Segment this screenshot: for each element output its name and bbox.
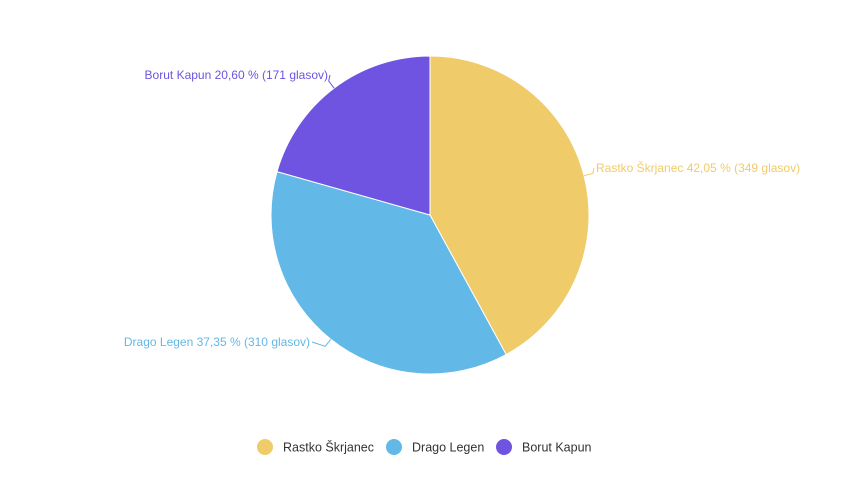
legend-item[interactable]: Rastko Škrjanec — [257, 439, 374, 455]
label-connectors — [311, 74, 595, 347]
legend-item[interactable]: Borut Kapun — [496, 439, 592, 455]
legend-marker — [496, 439, 512, 455]
label-connector — [328, 74, 335, 89]
legend-label: Rastko Škrjanec — [283, 440, 374, 455]
legend-label: Borut Kapun — [522, 441, 592, 455]
legend-item[interactable]: Drago Legen — [386, 439, 484, 455]
label-connector — [583, 167, 595, 177]
pie-slices — [270, 55, 590, 375]
pie-slice[interactable] — [270, 171, 507, 375]
slice-labels: Rastko Škrjanec 42,05 % (349 glasov) Drag… — [124, 68, 800, 349]
legend-label: Drago Legen — [412, 441, 484, 455]
pie-slice[interactable] — [429, 55, 590, 356]
legend: Rastko Škrjanec Drago Legen Borut Kapun — [257, 439, 592, 455]
slice-data-label: Drago Legen 37,35 % (310 glasov) — [124, 335, 310, 349]
legend-marker — [257, 439, 273, 455]
legend-marker — [386, 439, 402, 455]
slice-data-label: Rastko Škrjanec 42,05 % (349 glasov) — [596, 160, 800, 175]
label-connector — [311, 338, 332, 347]
slice-data-label: Borut Kapun 20,60 % (171 glasov) — [145, 68, 328, 82]
